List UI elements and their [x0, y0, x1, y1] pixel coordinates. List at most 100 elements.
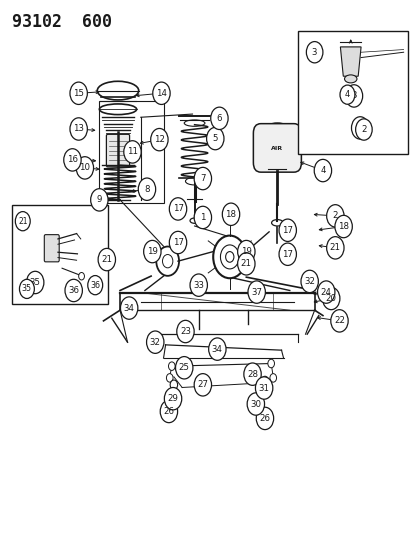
Text: 6: 6: [216, 114, 222, 123]
Text: 19: 19: [240, 247, 251, 256]
Text: 22: 22: [333, 317, 344, 325]
Circle shape: [166, 374, 173, 382]
Text: 36: 36: [90, 281, 100, 289]
Circle shape: [237, 253, 254, 275]
Circle shape: [339, 85, 354, 104]
Circle shape: [176, 320, 194, 343]
Text: 14: 14: [156, 89, 166, 98]
Circle shape: [194, 206, 211, 229]
Text: 17: 17: [172, 238, 183, 247]
Text: 2: 2: [332, 212, 337, 220]
Text: 93102  600: 93102 600: [12, 13, 112, 31]
Circle shape: [344, 85, 362, 107]
Text: 17: 17: [172, 205, 183, 213]
Text: 18: 18: [337, 222, 348, 231]
Text: 21: 21: [101, 255, 112, 264]
Text: 3: 3: [350, 92, 356, 100]
Text: 4: 4: [344, 90, 349, 99]
Circle shape: [243, 363, 261, 385]
Circle shape: [322, 287, 339, 310]
Text: 21: 21: [329, 244, 340, 252]
Circle shape: [326, 237, 343, 259]
Circle shape: [278, 243, 296, 265]
Text: 12: 12: [154, 135, 164, 144]
Circle shape: [256, 407, 273, 430]
Circle shape: [175, 357, 192, 379]
Text: 18: 18: [225, 210, 236, 219]
Text: 11: 11: [127, 148, 138, 156]
Circle shape: [15, 212, 30, 231]
Ellipse shape: [344, 75, 356, 83]
Circle shape: [313, 159, 331, 182]
Circle shape: [255, 377, 272, 399]
Circle shape: [138, 178, 155, 200]
Circle shape: [70, 82, 87, 104]
Text: 17: 17: [282, 250, 292, 259]
Circle shape: [169, 198, 186, 220]
Circle shape: [306, 42, 322, 63]
Circle shape: [247, 393, 264, 415]
Text: 32: 32: [150, 338, 160, 346]
Circle shape: [98, 248, 115, 271]
Circle shape: [143, 240, 161, 263]
Text: 34: 34: [123, 304, 134, 312]
Circle shape: [330, 310, 347, 332]
Text: 24: 24: [320, 288, 331, 296]
Circle shape: [210, 107, 228, 130]
Circle shape: [326, 205, 343, 227]
Text: 37: 37: [251, 288, 261, 296]
Circle shape: [194, 374, 211, 396]
Circle shape: [64, 149, 81, 171]
Circle shape: [70, 118, 87, 140]
Circle shape: [269, 374, 276, 382]
Text: 1: 1: [199, 213, 205, 222]
Text: 28: 28: [247, 370, 257, 378]
Circle shape: [146, 331, 164, 353]
FancyBboxPatch shape: [106, 134, 129, 167]
Text: 13: 13: [73, 125, 84, 133]
Text: 36: 36: [68, 286, 79, 295]
Text: 31: 31: [258, 384, 269, 392]
Text: 9: 9: [97, 196, 102, 204]
Circle shape: [261, 376, 268, 386]
Circle shape: [160, 400, 177, 423]
Text: 35: 35: [30, 278, 40, 287]
Circle shape: [123, 141, 141, 163]
Text: 34: 34: [211, 345, 222, 353]
Circle shape: [351, 117, 368, 139]
FancyBboxPatch shape: [44, 235, 59, 262]
Circle shape: [247, 281, 265, 303]
Circle shape: [169, 231, 186, 254]
Circle shape: [150, 128, 168, 151]
Circle shape: [88, 276, 102, 295]
Text: 23: 23: [180, 327, 190, 336]
Circle shape: [355, 119, 371, 140]
Circle shape: [170, 380, 177, 390]
Circle shape: [152, 82, 170, 104]
Circle shape: [194, 167, 211, 190]
Text: 3: 3: [311, 48, 317, 56]
Text: 21: 21: [18, 217, 27, 225]
Text: 26: 26: [163, 407, 174, 416]
Text: 2: 2: [360, 125, 366, 134]
Text: 26: 26: [259, 414, 270, 423]
Text: 33: 33: [193, 281, 204, 289]
Circle shape: [26, 271, 44, 294]
Circle shape: [267, 359, 274, 368]
Text: 25: 25: [178, 364, 189, 372]
Circle shape: [65, 279, 82, 302]
Circle shape: [317, 281, 334, 303]
Text: 32: 32: [304, 277, 314, 286]
Polygon shape: [339, 47, 360, 76]
Circle shape: [237, 240, 254, 263]
Circle shape: [300, 270, 318, 293]
Circle shape: [76, 157, 93, 179]
Text: 4: 4: [319, 166, 325, 175]
Text: 16: 16: [67, 156, 78, 164]
Text: 35: 35: [22, 285, 32, 293]
Circle shape: [334, 215, 351, 238]
Text: 19: 19: [147, 247, 157, 256]
Circle shape: [19, 279, 34, 298]
Circle shape: [278, 219, 296, 241]
Circle shape: [222, 203, 239, 225]
